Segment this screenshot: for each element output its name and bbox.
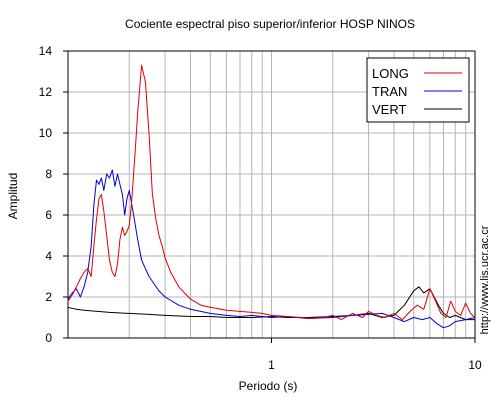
y-tick-label: 12	[39, 85, 53, 99]
legend-box	[366, 57, 470, 123]
y-tick-label: 14	[39, 44, 53, 58]
y-tick-label: 6	[45, 208, 52, 222]
x-tick-label: 1	[268, 358, 275, 372]
y-tick-label: 10	[39, 126, 53, 140]
y-tick-label: 0	[45, 331, 52, 345]
x-tick-label: 10	[468, 358, 482, 372]
y-axis-label: Amplitud	[6, 173, 20, 220]
legend: LONG TRAN VERT	[366, 57, 470, 123]
x-axis-label: Periodo (s)	[239, 379, 298, 393]
y-tick-label: 8	[45, 167, 52, 181]
chart-title: Cociente espectral piso superior/inferio…	[125, 17, 415, 31]
series-group	[68, 64, 475, 329]
legend-label-long: LONG	[372, 66, 409, 81]
series-line-tran	[68, 169, 475, 329]
y-tick-label: 4	[45, 249, 52, 263]
series-line-long	[68, 64, 475, 321]
y-tick-label: 2	[45, 290, 52, 304]
legend-label-vert: VERT	[372, 102, 406, 117]
watermark-url: http://www.lis.ucr.ac.cr	[479, 225, 491, 334]
axis-ticks: 0 2 4 6 8 10 12 14 1 10	[39, 44, 482, 372]
legend-label-tran: TRAN	[372, 84, 407, 99]
